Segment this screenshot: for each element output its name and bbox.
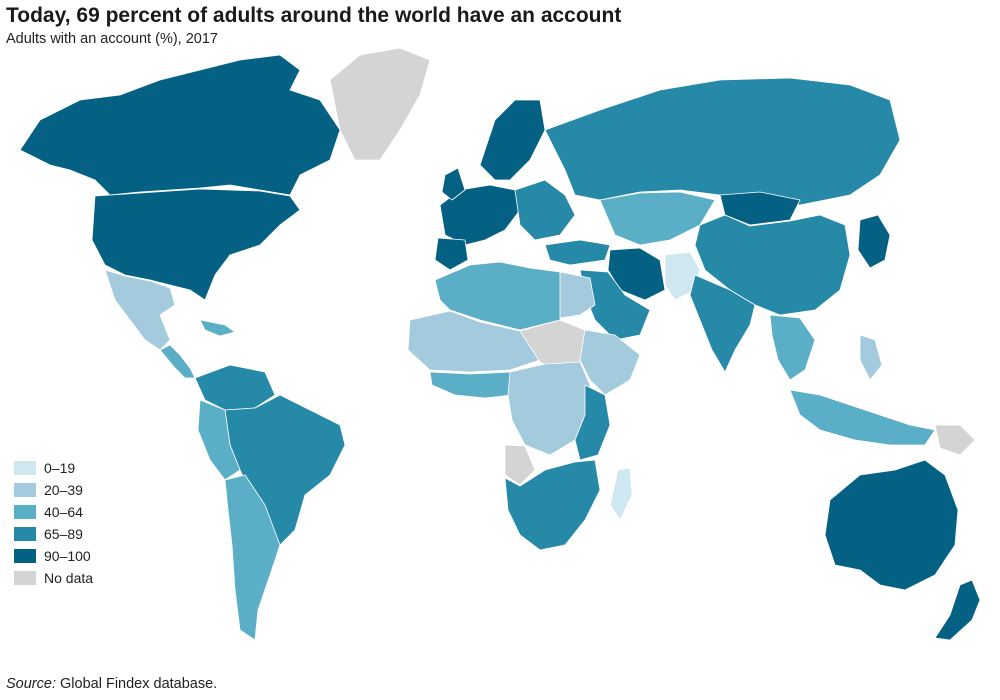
region-japan-korea (857, 214, 891, 269)
legend-label: 20–39 (44, 482, 83, 498)
legend-label: No data (44, 570, 94, 586)
region-new-zealand (934, 579, 981, 641)
legend-label: 40–64 (44, 504, 83, 520)
legend: 0–19 20–39 40–64 65–89 90–100 No data (14, 457, 93, 589)
region-canada-alaska (19, 54, 341, 196)
region-turkey (544, 239, 611, 266)
legend-item: 40–64 (14, 501, 93, 523)
legend-item: No data (14, 567, 93, 589)
region-eastern-europe (514, 179, 576, 241)
region-iran (607, 247, 666, 301)
region-philippines (859, 334, 883, 381)
region-central-america (159, 344, 196, 379)
map-subtitle: Adults with an account (%), 2017 (6, 31, 218, 47)
legend-item: 20–39 (14, 479, 93, 501)
region-india (689, 274, 756, 373)
region-angola-namibia (504, 444, 536, 486)
region-mexico (104, 269, 176, 351)
legend-item: 65–89 (14, 523, 93, 545)
region-china (694, 214, 851, 316)
legend-item: 90–100 (14, 545, 93, 567)
region-russia (544, 77, 901, 206)
legend-swatch (14, 527, 36, 541)
region-png (934, 424, 976, 456)
region-horn-of-africa (579, 329, 641, 396)
region-indonesia-malaysia (789, 389, 936, 446)
legend-label: 90–100 (44, 548, 91, 564)
region-west-africa-coast (429, 371, 513, 399)
region-caribbean (199, 319, 236, 337)
region-uk-ireland (441, 167, 466, 201)
region-mainland-sea (769, 314, 816, 381)
region-iberia (434, 237, 469, 271)
source-prefix: Source: (6, 676, 56, 692)
legend-item: 0–19 (14, 457, 93, 479)
region-scandinavia (479, 99, 546, 181)
region-peru-bolivia (197, 399, 241, 481)
region-east-africa (574, 384, 611, 461)
region-venezuela-colombia (194, 364, 276, 411)
map-title: Today, 69 percent of adults around the w… (6, 4, 622, 27)
region-chile-argentina (224, 474, 281, 641)
legend-swatch (14, 549, 36, 563)
legend-label: 0–19 (44, 460, 76, 476)
legend-swatch (14, 505, 36, 519)
legend-label: 65–89 (44, 526, 83, 542)
source-text: Global Findex database. (55, 676, 218, 692)
region-greenland (329, 47, 431, 161)
region-egypt (559, 271, 596, 319)
legend-swatch (14, 461, 36, 475)
region-madagascar (609, 467, 633, 521)
source-note: Source: Global Findex database. (6, 676, 217, 692)
legend-swatch (14, 483, 36, 497)
region-australia (824, 459, 959, 591)
region-usa (91, 188, 301, 301)
legend-swatch (14, 571, 36, 585)
region-southern-africa (504, 459, 601, 551)
